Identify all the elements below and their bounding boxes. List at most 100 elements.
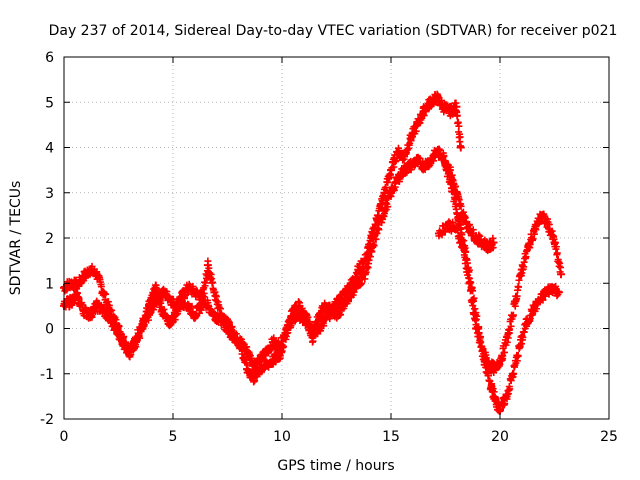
data-point	[328, 306, 337, 315]
data-point	[387, 188, 395, 197]
data-point	[550, 238, 559, 247]
data-point	[524, 243, 533, 252]
series-4	[441, 159, 563, 415]
data-point	[125, 351, 134, 360]
data-point	[86, 265, 95, 274]
data-point	[537, 211, 546, 220]
data-point	[249, 374, 258, 383]
data-point	[530, 224, 539, 233]
data-point	[502, 392, 511, 401]
data-point	[79, 272, 88, 281]
y-tick-labels: -2 -1 0 1 2 3 4 5 6	[40, 50, 54, 428]
data-point	[269, 338, 278, 347]
data-point	[151, 283, 160, 292]
data-point	[73, 281, 82, 290]
x-tick-labels: 0 5 10 15 20 25	[60, 429, 618, 445]
data-point	[158, 288, 167, 297]
data-point	[341, 297, 350, 306]
data-point	[439, 102, 448, 111]
y-tick-label: -1	[40, 367, 54, 383]
x-tick-label: 0	[60, 429, 69, 445]
data-point	[491, 365, 500, 374]
data-point	[158, 306, 167, 315]
data-point	[177, 297, 186, 306]
data-point	[406, 134, 415, 143]
data-point	[66, 297, 75, 306]
data-point	[203, 261, 212, 270]
data-point	[517, 265, 526, 274]
data-point	[92, 270, 101, 279]
data-point	[528, 306, 537, 315]
data-point	[301, 310, 310, 319]
y-tick-label: 1	[45, 276, 54, 292]
data-point	[197, 301, 206, 310]
axis-ticks	[63, 56, 610, 420]
data-point	[387, 166, 395, 175]
data-point	[99, 288, 108, 297]
data-point	[223, 319, 232, 328]
data-point	[400, 152, 409, 161]
data-point	[485, 243, 494, 252]
data-point	[498, 351, 507, 360]
data-point	[131, 333, 140, 342]
data-point	[406, 161, 415, 170]
data-point	[554, 288, 563, 297]
y-tick-label: 2	[45, 231, 54, 247]
data-point	[92, 301, 101, 310]
x-tick-label: 20	[491, 429, 509, 445]
data-point	[557, 270, 566, 279]
data-point	[522, 319, 531, 328]
data-point	[243, 347, 252, 356]
data-point	[509, 369, 518, 378]
data-point	[535, 297, 544, 306]
data-point	[275, 351, 284, 360]
data-point	[426, 157, 435, 166]
data-point	[393, 148, 402, 157]
chart-title: Day 237 of 2014, Sidereal Day-to-day VTE…	[49, 23, 618, 39]
data-point	[112, 324, 121, 333]
data-point	[171, 310, 180, 319]
data-point	[373, 224, 382, 233]
data-point	[413, 120, 422, 129]
y-tick-label: 6	[45, 50, 54, 66]
data-point	[456, 143, 465, 152]
data-point	[489, 238, 498, 247]
y-tick-label: 3	[45, 186, 54, 202]
data-point	[487, 383, 496, 392]
data-point	[419, 161, 428, 170]
data-point	[262, 360, 271, 369]
data-point	[439, 152, 448, 161]
data-point	[511, 297, 520, 306]
data-point	[354, 265, 363, 274]
data-point	[467, 283, 476, 292]
data-point	[458, 211, 467, 220]
y-axis-label: SDTVAR / TECUs	[8, 181, 24, 296]
data-point	[138, 319, 147, 328]
x-tick-label: 15	[382, 429, 400, 445]
data-point	[419, 107, 428, 116]
data-point	[393, 175, 402, 184]
y-tick-label: -2	[40, 412, 54, 428]
data-point	[452, 102, 461, 111]
data-point	[243, 365, 252, 374]
x-tick-label: 25	[600, 429, 618, 445]
data-point	[321, 301, 330, 310]
data-point	[269, 356, 278, 365]
data-point	[315, 324, 324, 333]
data-point	[432, 93, 441, 102]
data-point	[210, 288, 219, 297]
data-point	[230, 329, 239, 338]
data-point	[400, 166, 409, 175]
data-point	[441, 161, 450, 170]
data-point	[541, 288, 550, 297]
y-tick-label: 5	[45, 95, 54, 111]
plot-points	[60, 90, 566, 415]
x-axis-label: GPS time / hours	[277, 458, 394, 474]
data-point	[118, 338, 127, 347]
y-tick-label: 4	[45, 141, 54, 157]
x-tick-label: 5	[169, 429, 178, 445]
data-point	[443, 220, 452, 229]
data-point	[465, 224, 474, 233]
data-point	[515, 342, 524, 351]
